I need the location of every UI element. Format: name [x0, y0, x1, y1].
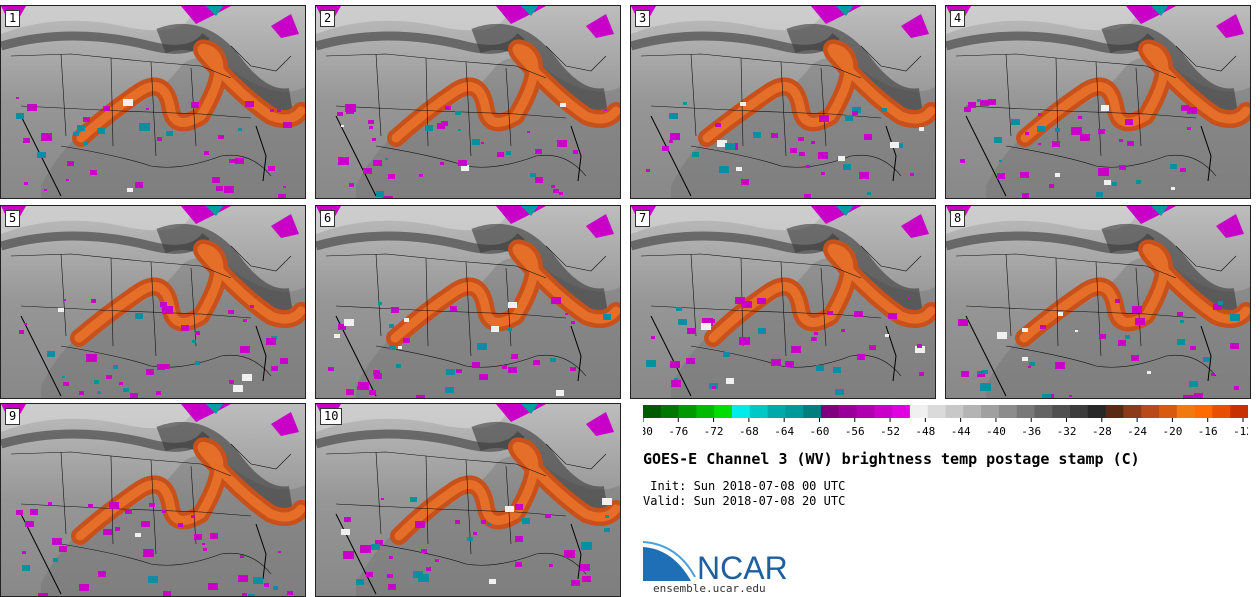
- colorbar-segment: [714, 405, 733, 418]
- colorbar-segment: [909, 405, 929, 418]
- colorbar-tick-label: -12: [1233, 425, 1248, 438]
- ensemble-member-panel: 8: [945, 205, 1251, 399]
- ensemble-member-panel: 3: [630, 5, 936, 199]
- colorbar-tick-label: -64: [774, 425, 794, 438]
- ensemble-member-panel: 7: [630, 205, 936, 399]
- colorbar-segment: [1105, 405, 1124, 418]
- colorbar-segment: [1016, 405, 1035, 418]
- valid-time: Valid: Sun 2018-07-08 20 UTC: [643, 494, 846, 508]
- colorbar-segment: [1141, 405, 1160, 418]
- colorbar-segment: [945, 405, 964, 418]
- colorbar-tick-label: -16: [1198, 425, 1218, 438]
- colorbar-segment: [963, 405, 982, 418]
- panel-number: 1: [5, 10, 21, 27]
- colorbar-tick-label: -72: [704, 425, 724, 438]
- panel-number: 7: [635, 210, 651, 227]
- ncar-wordmark: NCAR: [697, 550, 788, 583]
- panel-number: 9: [5, 408, 21, 425]
- figure-title: GOES-E Channel 3 (WV) brightness temp po…: [643, 450, 1140, 468]
- colorbar-segment: [1052, 405, 1071, 418]
- colorbar-tick-label: -32: [1057, 425, 1077, 438]
- panel-number: 2: [320, 10, 336, 27]
- colorbar-tick-label: -68: [739, 425, 759, 438]
- ncar-logo: NCAR: [643, 541, 788, 583]
- colorbar-segment: [838, 405, 858, 418]
- colorbar-segment: [696, 405, 715, 418]
- colorbar-segment: [1159, 405, 1178, 418]
- colorbar-segment: [1123, 405, 1142, 418]
- ensemble-member-panel: 9: [0, 403, 306, 597]
- colorbar-segment: [1194, 405, 1213, 418]
- colorbar-segment: [927, 405, 946, 418]
- colorbar-segment: [1034, 405, 1053, 418]
- panel-number: 4: [950, 10, 966, 27]
- colorbar-segment: [981, 405, 1000, 418]
- ensemble-member-panel: 6: [315, 205, 621, 399]
- colorbar-tick-label: -52: [880, 425, 900, 438]
- colorbar-tick-label: -44: [951, 425, 971, 438]
- ensemble-member-panel: 5: [0, 205, 306, 399]
- panel-number: 5: [5, 210, 21, 227]
- init-time: Init: Sun 2018-07-08 00 UTC: [643, 479, 846, 493]
- colorbar-segment: [874, 405, 893, 418]
- colorbar-segment: [1212, 405, 1231, 418]
- ncar-swoosh-icon: [643, 541, 696, 581]
- colorbar-segment: [660, 405, 680, 418]
- colorbar-segment: [1070, 405, 1089, 418]
- panel-number: 8: [950, 210, 966, 227]
- ensemble-member-panel: 1: [0, 5, 306, 199]
- colorbar-tick-label: -28: [1092, 425, 1112, 438]
- panel-number: 6: [320, 210, 336, 227]
- ensemble-member-panel: 2: [315, 5, 621, 199]
- ensemble-member-panel: 10: [315, 403, 621, 597]
- colorbar-segment: [820, 405, 840, 418]
- colorbar-segment: [998, 405, 1018, 418]
- colorbar-segment: [892, 405, 911, 418]
- colorbar-segment: [678, 405, 697, 418]
- site-url: ensemble.ucar.edu: [653, 582, 766, 595]
- colorbar-tick-label: -24: [1127, 425, 1147, 438]
- colorbar-segment: [731, 405, 751, 418]
- colorbar-segment: [1176, 405, 1196, 418]
- panel-number: 10: [320, 408, 343, 425]
- colorbar-tick-label: -36: [1021, 425, 1041, 438]
- colorbar-segment: [1230, 405, 1248, 418]
- colorbar-segment: [803, 405, 822, 418]
- colorbar-tick-label: -56: [845, 425, 865, 438]
- colorbar-tick-label: -20: [1162, 425, 1182, 438]
- colorbar-tick-label: -80: [643, 425, 653, 438]
- colorbar-tick-label: -40: [986, 425, 1006, 438]
- colorbar: -80 -76 -72 -68 -64 -60 -56 -52 -48 -44 -40 -36 -32 -…: [643, 405, 1248, 438]
- colorbar-tick-label: -76: [668, 425, 688, 438]
- colorbar-tick-label: -48: [915, 425, 935, 438]
- colorbar-segment: [856, 405, 875, 418]
- colorbar-segment: [749, 405, 769, 418]
- colorbar-segment: [643, 405, 662, 418]
- panel-number: 3: [635, 10, 651, 27]
- ensemble-member-panel: 4: [945, 5, 1251, 199]
- colorbar-segment: [767, 405, 786, 418]
- colorbar-tick-label: -60: [810, 425, 830, 438]
- colorbar-segment: [1087, 405, 1107, 418]
- colorbar-segment: [785, 405, 804, 418]
